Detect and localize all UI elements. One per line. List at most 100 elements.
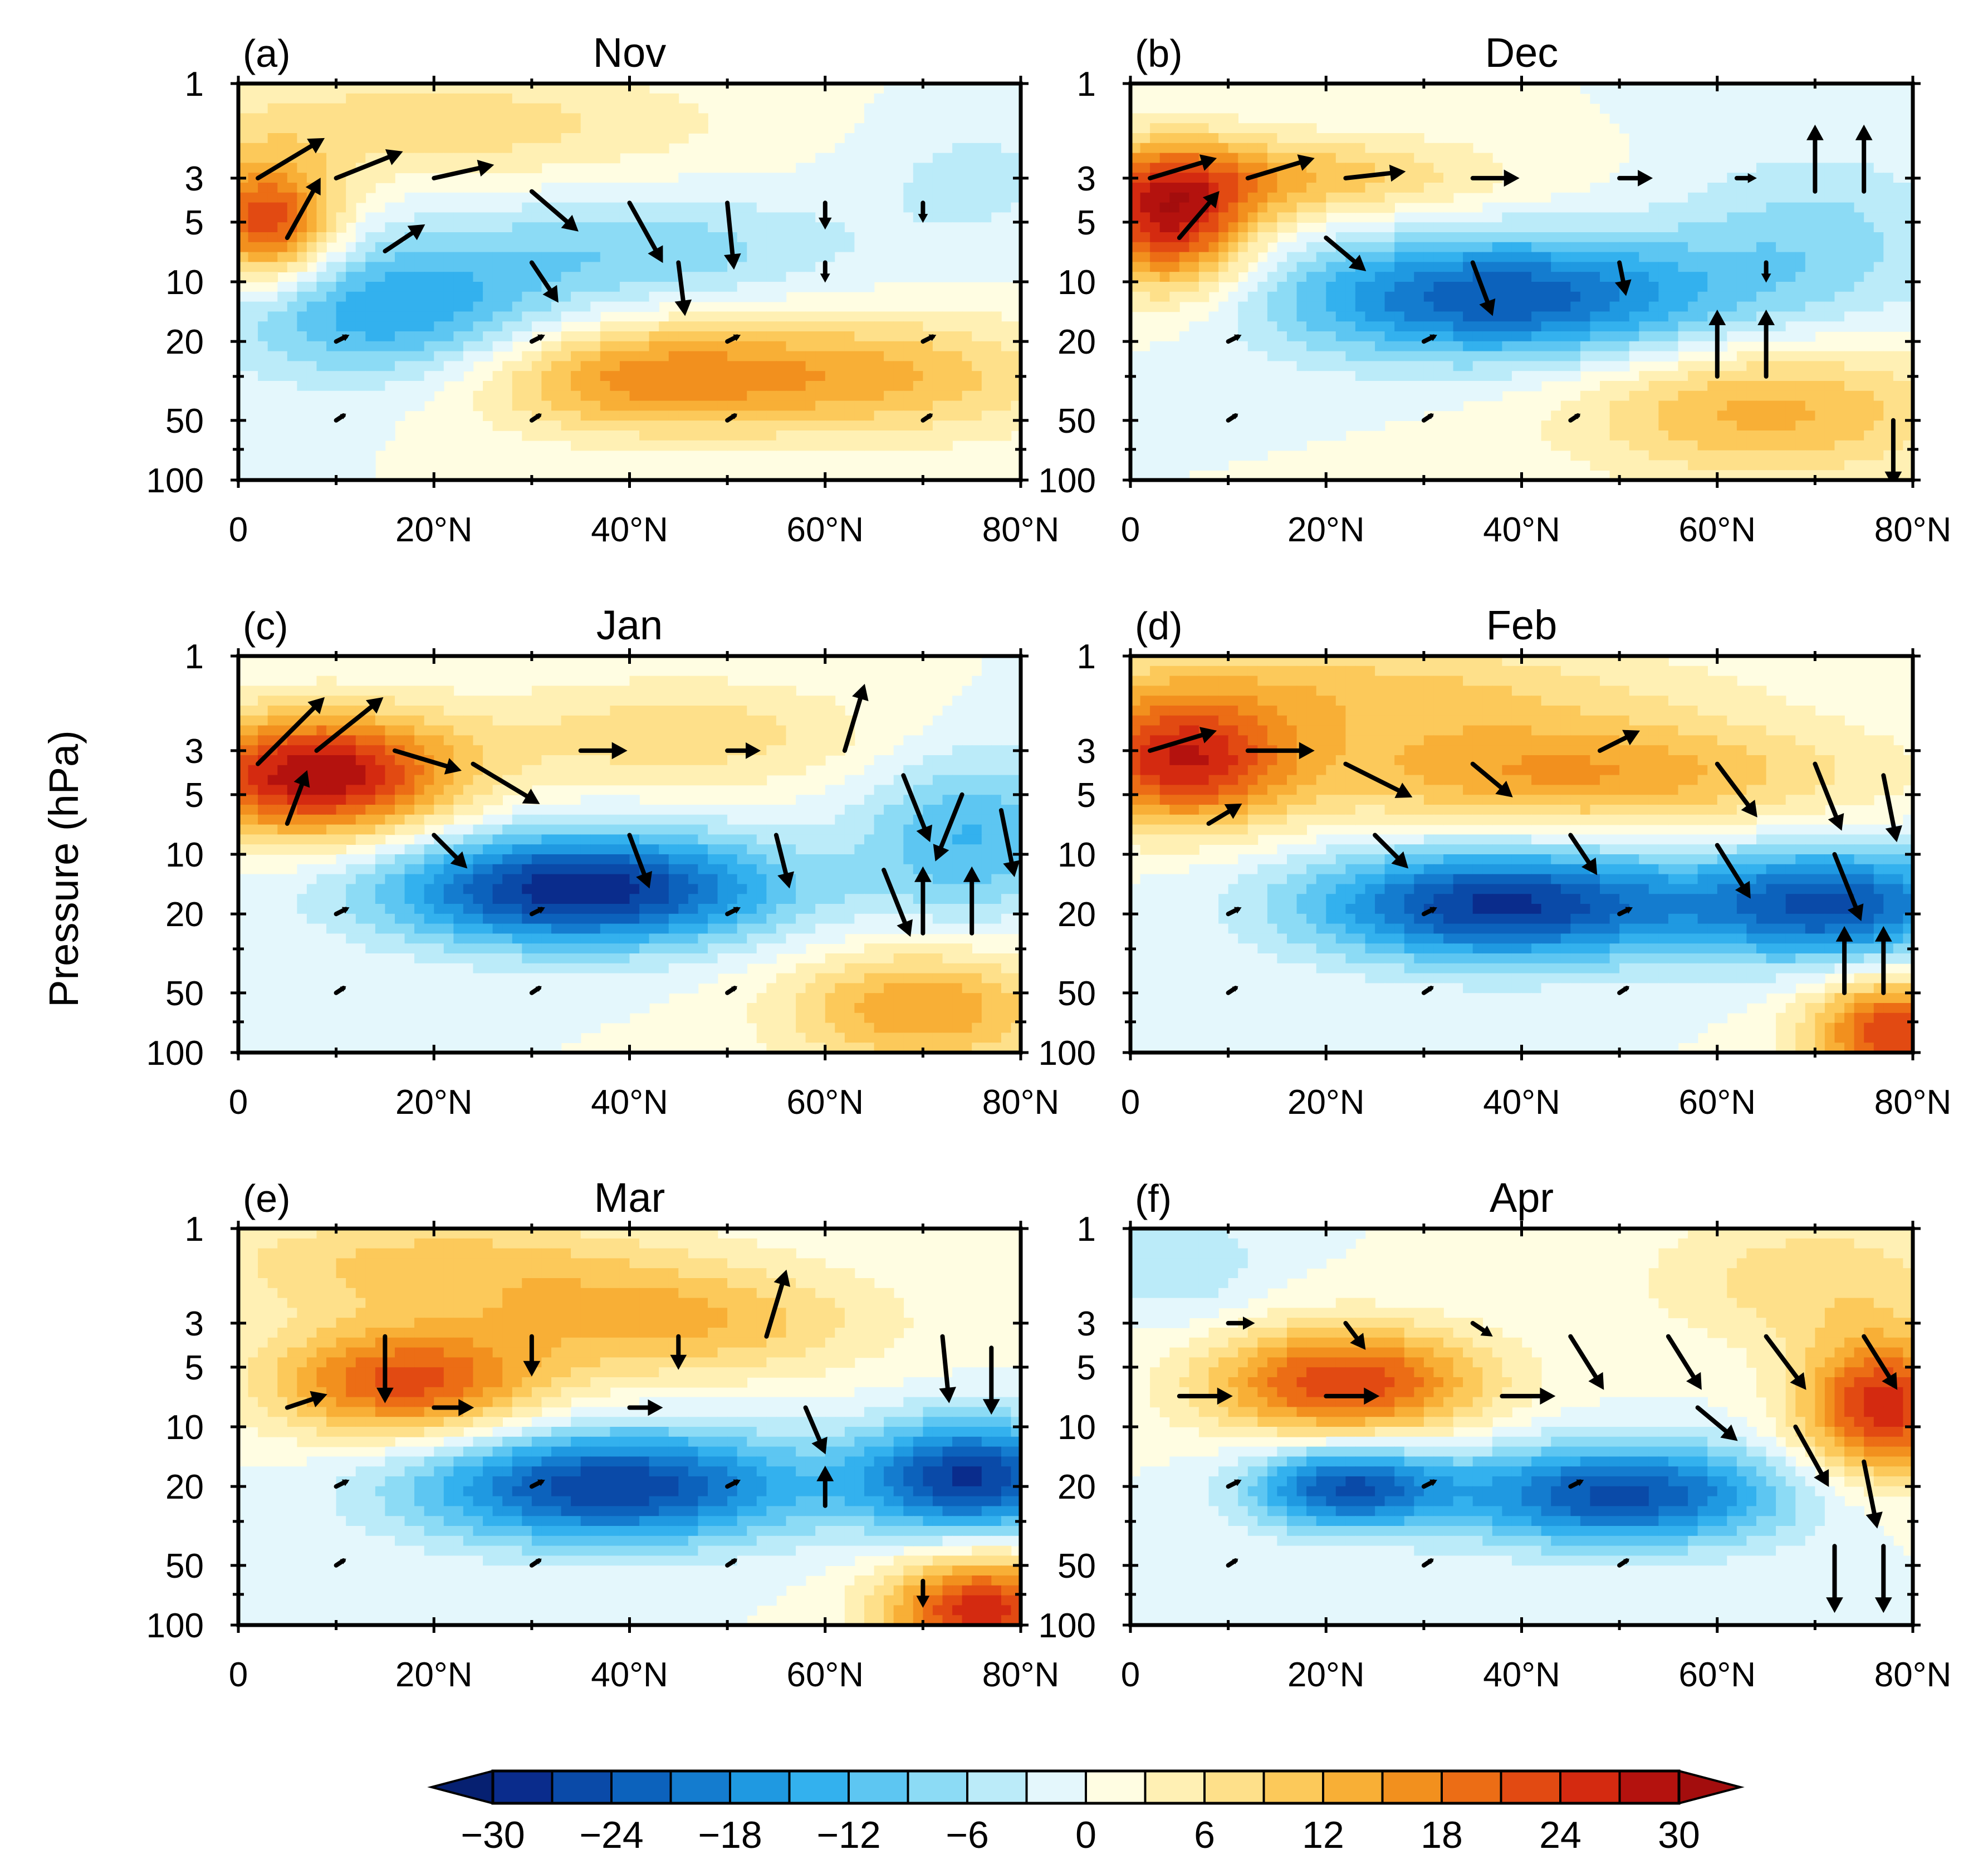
field-cell bbox=[1355, 371, 1366, 381]
field-cell bbox=[1159, 410, 1171, 421]
field-cell bbox=[629, 262, 640, 272]
field-cell bbox=[414, 301, 425, 312]
field-cell bbox=[766, 400, 777, 412]
field-cell bbox=[1619, 192, 1630, 203]
field-cell bbox=[1492, 351, 1503, 362]
field-cell bbox=[414, 282, 425, 292]
field-cell bbox=[1590, 321, 1600, 332]
field-cell bbox=[258, 390, 268, 402]
field-cell bbox=[1697, 163, 1708, 173]
field-cell bbox=[1198, 400, 1210, 412]
field-cell bbox=[1619, 420, 1630, 431]
field-cell bbox=[404, 123, 415, 134]
field-cell bbox=[1384, 381, 1395, 392]
field-cell bbox=[1736, 143, 1747, 154]
field-cell bbox=[1140, 390, 1150, 402]
field-cell bbox=[483, 242, 493, 253]
field-cell bbox=[1697, 321, 1708, 332]
field-cell bbox=[551, 133, 562, 144]
field-cell bbox=[414, 262, 425, 272]
field-cell bbox=[1688, 420, 1698, 431]
field-cell bbox=[805, 361, 816, 371]
field-cell bbox=[1668, 371, 1679, 381]
field-cell bbox=[610, 291, 620, 302]
field-cell bbox=[1238, 291, 1248, 302]
field-cell bbox=[1326, 252, 1336, 263]
field-cell bbox=[404, 153, 415, 164]
field-cell bbox=[346, 410, 356, 421]
field-cell bbox=[1609, 361, 1620, 371]
field-cell bbox=[1267, 381, 1278, 392]
field-cell bbox=[1688, 331, 1698, 342]
field-cell bbox=[756, 262, 767, 272]
field-cell bbox=[1140, 113, 1150, 124]
field-cell bbox=[1766, 84, 1776, 94]
field-cell bbox=[336, 262, 346, 272]
field-cell bbox=[835, 341, 845, 352]
vector-arrow bbox=[334, 334, 350, 344]
field-cell bbox=[1766, 202, 1776, 213]
field-cell bbox=[952, 420, 963, 431]
field-cell bbox=[1893, 103, 1904, 114]
field-cell bbox=[238, 460, 249, 471]
field-cell bbox=[1883, 123, 1894, 134]
field-cell bbox=[913, 143, 924, 154]
field-cell bbox=[1511, 381, 1522, 392]
field-cell bbox=[874, 113, 884, 124]
field-cell bbox=[1228, 341, 1238, 352]
field-cell bbox=[1159, 400, 1171, 412]
field-cell bbox=[531, 242, 542, 253]
field-cell bbox=[238, 113, 249, 124]
field-cell bbox=[815, 282, 826, 292]
field-cell bbox=[610, 282, 620, 292]
field-cell bbox=[463, 153, 474, 164]
field-cell bbox=[1228, 371, 1238, 381]
field-cell bbox=[1433, 222, 1444, 233]
field-cell bbox=[1639, 331, 1649, 342]
field-cell bbox=[1394, 381, 1405, 392]
field-cell bbox=[424, 301, 435, 312]
field-cell bbox=[248, 84, 258, 94]
field-cell bbox=[747, 222, 757, 233]
field-cell bbox=[688, 103, 699, 114]
field-cell bbox=[551, 103, 562, 114]
field-cell bbox=[1678, 153, 1688, 164]
field-cell bbox=[473, 341, 483, 352]
field-cell bbox=[1590, 410, 1600, 421]
field-cell bbox=[1463, 341, 1473, 352]
field-cell bbox=[1001, 262, 1012, 272]
field-cell bbox=[610, 361, 620, 371]
field-cell bbox=[287, 420, 298, 431]
field-cell bbox=[1824, 321, 1835, 332]
field-cell bbox=[1384, 153, 1395, 164]
field-cell bbox=[1208, 163, 1219, 173]
field-cell bbox=[473, 311, 483, 322]
field-cell bbox=[1414, 390, 1424, 402]
field-cell bbox=[805, 381, 816, 392]
field-cell bbox=[1159, 242, 1171, 253]
field-cell bbox=[786, 400, 796, 412]
field-cell bbox=[1150, 420, 1161, 431]
field-cell bbox=[805, 351, 816, 362]
field-cell bbox=[1717, 133, 1728, 144]
field-cell bbox=[346, 351, 356, 362]
field-cell bbox=[1805, 242, 1816, 253]
field-cell bbox=[903, 371, 914, 381]
field-cell bbox=[1746, 222, 1757, 233]
field-cell bbox=[1570, 400, 1581, 412]
field-cell bbox=[1257, 242, 1268, 253]
field-cell bbox=[962, 390, 972, 402]
field-cell bbox=[1844, 301, 1855, 312]
field-cell bbox=[434, 93, 444, 104]
field-cell bbox=[1365, 301, 1375, 312]
field-cell bbox=[1707, 173, 1718, 183]
field-cell bbox=[1648, 351, 1659, 362]
field-cell bbox=[835, 252, 845, 263]
field-cell bbox=[1600, 390, 1610, 402]
field-cell bbox=[277, 123, 288, 134]
field-cell bbox=[1903, 262, 1913, 272]
field-cell bbox=[796, 232, 806, 243]
field-cell bbox=[1903, 351, 1913, 362]
field-cell bbox=[1854, 103, 1864, 114]
field-cell bbox=[1717, 163, 1728, 173]
